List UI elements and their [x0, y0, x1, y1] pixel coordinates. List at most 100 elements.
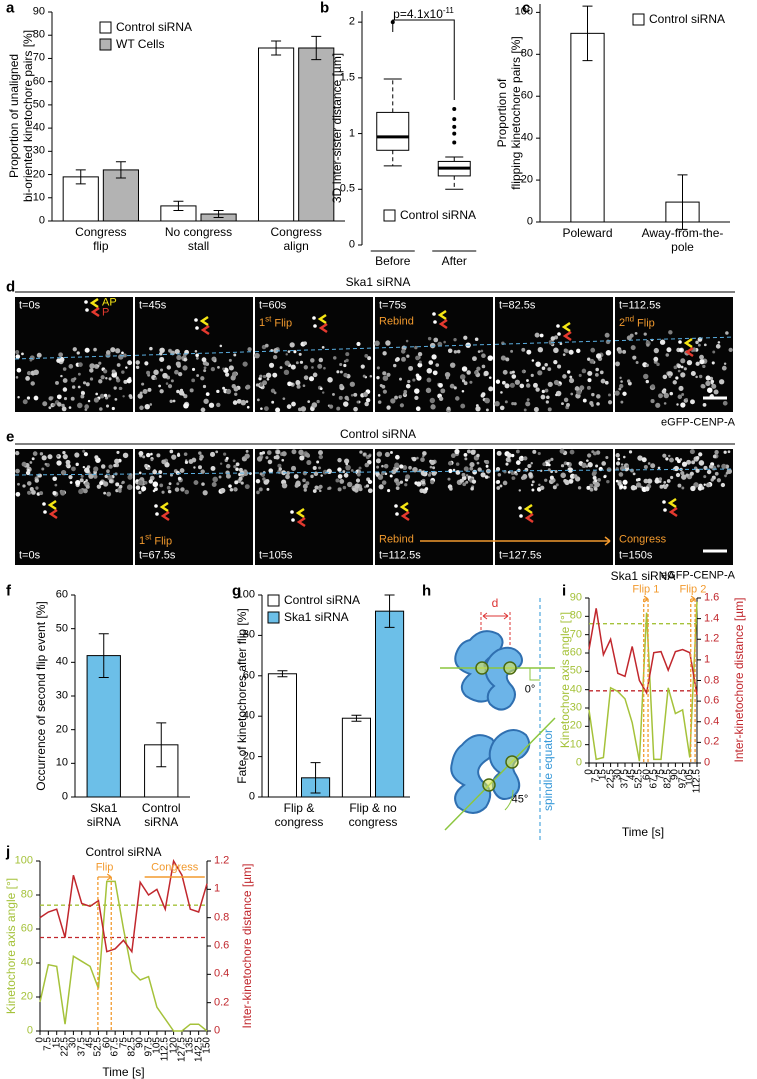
- fluorescent-spot: [233, 386, 239, 392]
- fluorescent-spot: [402, 465, 408, 471]
- fluorescent-spot: [170, 473, 173, 477]
- time-stamp: t=60s: [259, 299, 287, 312]
- fluorescent-spot: [152, 481, 159, 488]
- fluorescent-spot: [484, 397, 490, 404]
- fluorescent-spot: [650, 399, 655, 404]
- y-tick-label: 0.4: [214, 968, 230, 981]
- fluorescent-spot: [618, 472, 624, 477]
- fluorescent-spot: [432, 466, 436, 470]
- fluorescent-spot: [429, 465, 433, 469]
- fluorescent-spot: [728, 347, 733, 353]
- fluorescent-spot: [393, 466, 397, 470]
- fluorescent-spot: [135, 479, 139, 482]
- fluorescent-spot: [183, 403, 189, 409]
- fluorescent-spot: [390, 398, 396, 404]
- fluorescent-spot: [99, 393, 105, 399]
- fluorescent-spot: [715, 344, 721, 349]
- fluorescent-spot: [96, 484, 102, 489]
- fluorescent-spot: [258, 487, 263, 492]
- fluorescent-spot: [93, 397, 100, 403]
- fluorescent-spot: [630, 345, 636, 351]
- fluorescent-spot: [632, 355, 637, 360]
- fluorescent-spot: [595, 367, 599, 372]
- fluorescent-spot: [404, 483, 408, 487]
- y-tick-label: 60: [32, 75, 45, 88]
- y-tick-label: 90: [569, 591, 582, 604]
- fluorescent-spot: [604, 380, 609, 385]
- flip-arrow: [690, 595, 696, 603]
- fluorescent-spot: [170, 379, 174, 383]
- fluorescent-spot: [114, 458, 120, 464]
- fluorescent-spot: [118, 484, 123, 489]
- fluorescent-spot: [15, 376, 19, 379]
- fluorescent-spot: [62, 470, 66, 474]
- fluorescent-spot: [703, 475, 707, 479]
- fluorescent-spot: [122, 452, 129, 459]
- fluorescent-spot: [514, 472, 518, 476]
- micrograph: [254, 449, 374, 565]
- kinetochore-spot: [154, 504, 158, 508]
- micrograph: [14, 297, 134, 412]
- fluorescent-spot: [570, 392, 574, 396]
- y-tick-label: 1: [214, 883, 221, 896]
- fluorescent-spot: [589, 358, 595, 364]
- fluorescent-spot: [26, 396, 31, 400]
- fluorescent-spot: [487, 355, 494, 361]
- fluorescent-spot: [665, 457, 669, 461]
- outlier: [452, 117, 457, 122]
- error-bar: [384, 594, 395, 628]
- fluorescent-spot: [247, 347, 252, 352]
- fluorescent-spot: [653, 347, 659, 354]
- fluorescent-spot: [146, 452, 151, 458]
- fluorescent-spot: [314, 485, 319, 490]
- chart-title: Control siRNA: [85, 845, 162, 860]
- fluorescent-spot: [375, 471, 380, 476]
- fluorescent-spot: [303, 375, 309, 380]
- fluorescent-spot: [449, 486, 453, 491]
- y-tick-label: 40: [242, 709, 255, 722]
- fluorescent-spot: [518, 489, 522, 492]
- fluorescent-spot: [176, 354, 182, 361]
- fluorescent-spot: [414, 395, 419, 400]
- box: [376, 111, 410, 151]
- fluorescent-spot: [595, 450, 601, 455]
- fluorescent-spot: [79, 478, 84, 483]
- legend-swatch: [99, 38, 112, 51]
- kinetochore-spot: [394, 504, 398, 508]
- fluorescent-spot: [93, 347, 97, 352]
- fluorescent-spot: [141, 382, 145, 386]
- y-axis-label: 3D Inter-sister distance [µm]: [330, 52, 345, 204]
- kinetochore-marker: [90, 306, 100, 318]
- fluorescent-spot: [225, 463, 231, 469]
- fluorescent-spot: [200, 376, 205, 381]
- bar: [375, 610, 405, 798]
- fluorescent-spot: [422, 451, 427, 456]
- fluorescent-spot: [184, 460, 189, 465]
- fluorescent-spot: [144, 463, 149, 468]
- kinetochore-spot: [84, 300, 88, 304]
- fluorescent-spot: [544, 388, 549, 393]
- fluorescent-spot: [550, 457, 554, 461]
- fluorescent-spot: [547, 381, 553, 387]
- fluorescent-spot: [497, 473, 502, 477]
- fluorescent-spot: [615, 479, 619, 483]
- fluorescent-spot: [344, 395, 349, 401]
- fluorescent-spot: [70, 396, 75, 401]
- y-tick-label: 0.2: [214, 996, 230, 1009]
- fluorescent-spot: [266, 450, 272, 455]
- fluorescent-spot: [499, 484, 503, 488]
- fluorescent-spot: [343, 372, 348, 378]
- fluorescent-spot: [695, 361, 700, 366]
- fluorescent-spot: [389, 474, 393, 478]
- fluorescent-spot: [291, 449, 297, 455]
- fluorescent-spot: [403, 392, 407, 396]
- fluorescent-spot: [367, 479, 373, 485]
- fluorescent-spot: [499, 405, 505, 411]
- fluorescent-spot: [312, 372, 318, 378]
- fluorescent-spot: [381, 480, 387, 485]
- fluorescent-spot: [279, 366, 283, 369]
- fluorescent-spot: [184, 489, 190, 495]
- fluorescent-spot: [178, 371, 183, 377]
- fluorescent-spot: [721, 463, 727, 469]
- fluorescent-spot: [89, 368, 94, 373]
